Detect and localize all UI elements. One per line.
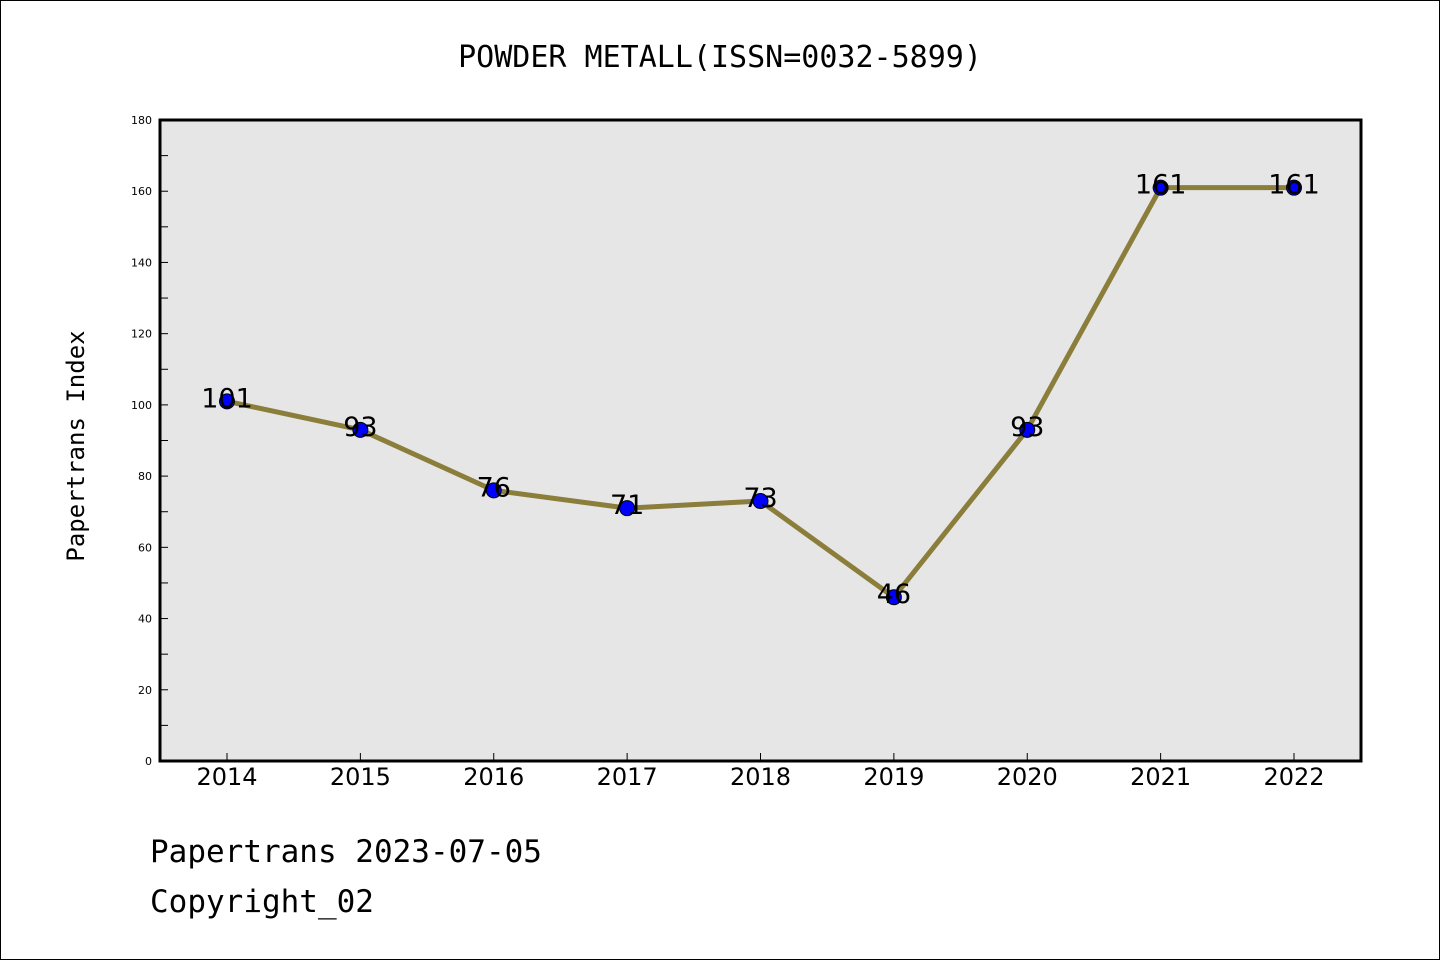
data-label: 71 [610,490,644,521]
data-point [885,589,902,606]
data-point [619,500,636,517]
x-tick-label: 2020 [997,763,1058,791]
plot-border [158,118,1363,763]
data-label: 93 [343,412,377,443]
y-tick-label: 80 [138,470,152,483]
data-point [485,482,502,499]
data-label: 161 [1268,170,1320,201]
x-tick-label: 2014 [196,763,257,791]
data-label: 73 [743,483,777,514]
x-axis-ticks: 2014 2015 2016 2017 2018 2019 2020 2021 2022 [196,753,1325,791]
data-labels: 101 93 76 71 73 46 93 161 161 [201,170,1320,611]
x-tick-label: 2022 [1263,763,1324,791]
data-label: 46 [877,579,911,610]
x-tick-label: 2019 [863,763,924,791]
data-point [1019,421,1036,438]
y-tick-label: 0 [145,755,152,768]
chart-title: POWDER METALL(ISSN=0032-5899) [458,40,982,75]
data-point [1286,179,1302,196]
data-label: 76 [477,472,511,503]
data-label: 101 [201,383,253,414]
x-tick-label: 2018 [730,763,791,791]
y-tick-label: 20 [138,684,152,697]
y-axis-label: Papertrans Index [62,330,90,561]
y-tick-label: 160 [131,185,152,198]
x-tick-label: 2021 [1130,763,1191,791]
y-tick-label: 100 [131,399,152,412]
x-tick-label: 2015 [330,763,391,791]
y-tick-label: 60 [138,541,152,554]
data-label: 93 [1010,412,1044,443]
data-point [1152,179,1169,196]
data-point [752,493,769,510]
y-tick-label: 180 [131,114,152,127]
x-tick-label: 2016 [463,763,524,791]
data-point [352,421,369,438]
plot-area [160,120,1361,761]
x-tick-label: 2017 [597,763,658,791]
footer-copyright-text: Copyright_02 [150,884,374,920]
y-tick-label: 140 [131,256,152,269]
y-axis-ticks: 0 20 40 60 80 100 120 140 160 180 [131,114,168,768]
y-tick-label: 40 [138,613,152,626]
data-label: 161 [1135,170,1187,201]
y-tick-label: 120 [131,328,152,341]
data-markers [219,179,1302,606]
data-point [219,393,235,410]
footer-date-text: Papertrans 2023-07-05 [150,834,542,870]
